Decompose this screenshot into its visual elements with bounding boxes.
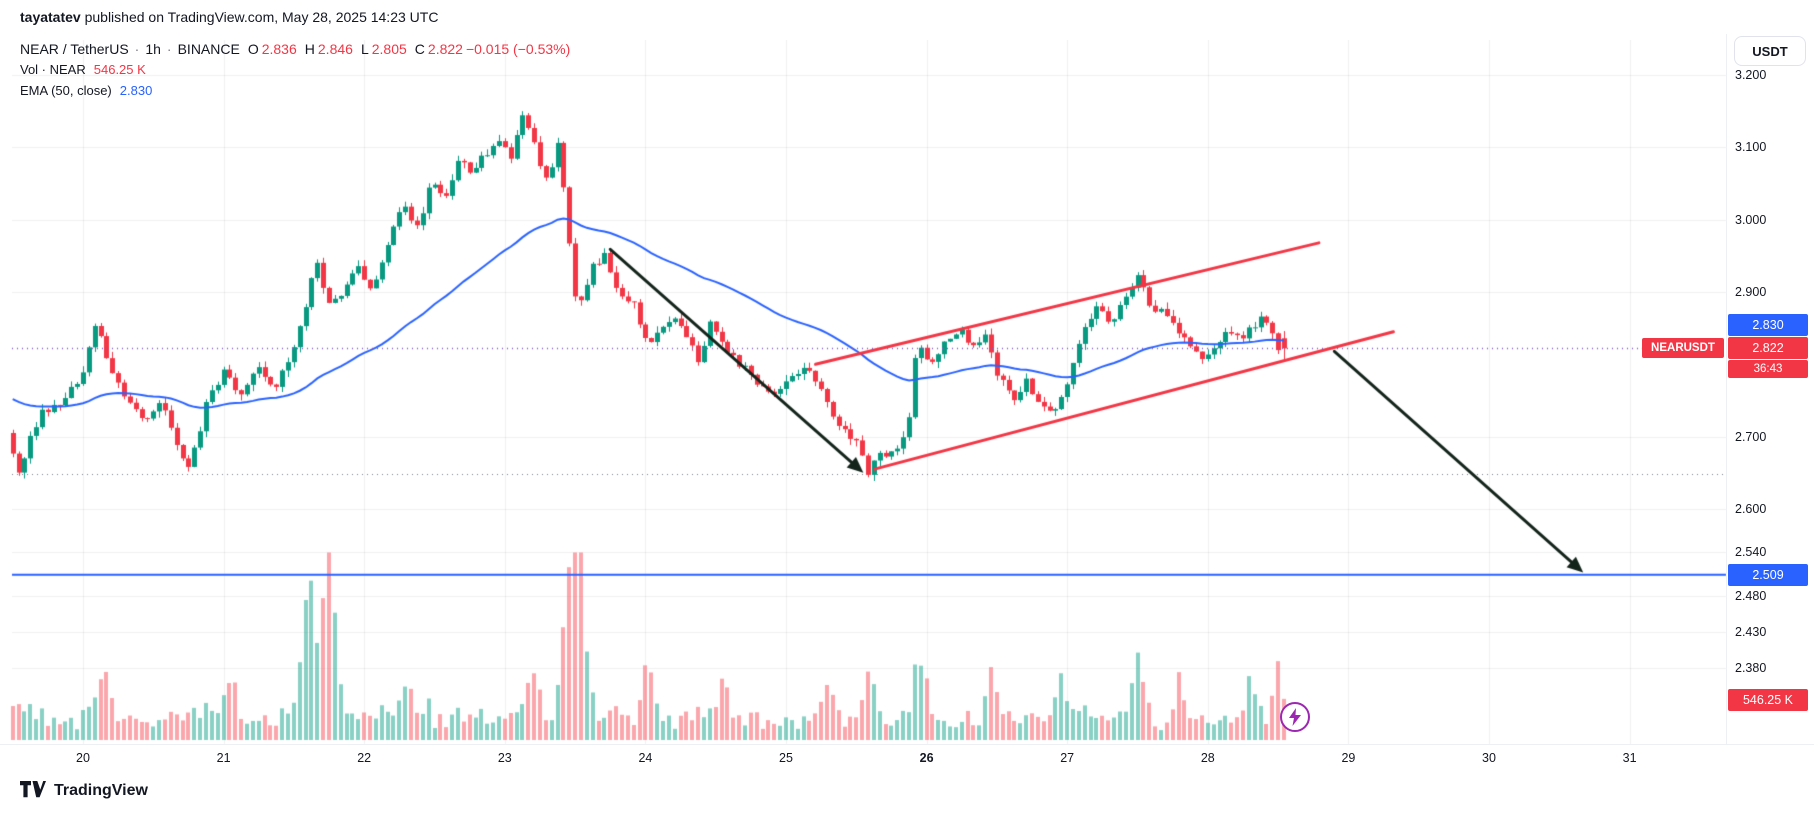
tradingview-brand: TradingView (54, 782, 148, 799)
tradingview-logo-icon (20, 781, 46, 798)
lightning-icon[interactable] (1279, 702, 1310, 732)
price-tick-label: 2.430 (1735, 624, 1767, 639)
price-tick-label: 3.100 (1735, 140, 1767, 155)
price-tick-label: 2.900 (1735, 285, 1767, 299)
open-label: O (247, 40, 259, 57)
ema-row: EMA (50, close) 2.830 (20, 80, 570, 101)
publisher-name: tayatatev (20, 9, 81, 25)
publish-info: tayatatev published on TradingView.com, … (20, 9, 438, 25)
time-tick-label: 30 (1482, 751, 1496, 765)
high-label: H (304, 40, 315, 57)
separator-dot: · (166, 40, 172, 57)
open-value: 2.836 (261, 40, 297, 57)
time-tick-label: 31 (1622, 751, 1637, 765)
low-label: L (360, 40, 369, 57)
low-value: 2.805 (371, 40, 407, 57)
symbol-title[interactable]: NEAR / TetherUS (20, 40, 129, 57)
volume-label[interactable]: Vol · NEAR (20, 62, 86, 77)
time-tick-label: 24 (638, 751, 653, 765)
time-tick-label: 20 (76, 751, 90, 765)
time-tick-label: 27 (1060, 751, 1075, 765)
last-price-badge: 2.822 (1728, 337, 1808, 360)
price-tick-label: 3.000 (1735, 212, 1767, 227)
price-tick-label: 3.200 (1735, 68, 1767, 83)
time-tick-label: 25 (779, 751, 793, 765)
ohlc-values: O 2.836 H 2.846 L 2.805 C 2.822 −0.015 (−0.5… (240, 41, 570, 57)
volume-row: Vol · NEAR 546.25 K (20, 59, 570, 80)
time-tick-label: 23 (497, 751, 512, 765)
price-scale[interactable]: 3.200 3.100 3.000 2.900 2.700 2.600 2.540 2.480… (1726, 0, 1814, 744)
symbol-price-tag: NEARUSDT (1642, 338, 1724, 359)
ema-price-badge: 2.830 (1728, 314, 1808, 337)
currency-button[interactable]: USDT (1734, 36, 1806, 66)
publish-details: published on TradingView.com, May 28, 20… (80, 9, 439, 25)
time-tick-label: 21 (216, 751, 231, 765)
support-price-badge: 2.509 (1728, 563, 1808, 586)
time-scale[interactable]: 20 21 22 23 24 25 26 27 28 29 30 31 (0, 744, 1726, 772)
time-scale-divider (0, 744, 1814, 745)
price-tick-label: 2.480 (1735, 588, 1767, 603)
time-tick-label: 29 (1341, 751, 1356, 765)
ema-value: 2.830 (119, 83, 153, 98)
price-tick-label: 2.700 (1735, 429, 1767, 444)
close-value: 2.822 (427, 40, 463, 57)
countdown-badge: 36:43 (1728, 360, 1808, 379)
tradingview-footer[interactable]: TradingView (20, 780, 148, 802)
interval-label[interactable]: 1h (145, 40, 161, 57)
price-tick-label: 2.600 (1735, 501, 1767, 516)
price-tick-label: 2.540 (1735, 545, 1767, 560)
time-tick-label: 26 (919, 751, 934, 765)
change-value: −0.015 (−0.53%) (465, 40, 571, 57)
time-tick-label: 22 (357, 751, 372, 765)
volume-value: 546.25 K (93, 62, 146, 77)
ema-label[interactable]: EMA (50, close) (20, 83, 112, 98)
volume-badge: 546.25 K (1728, 689, 1808, 711)
price-tick-label: 2.380 (1735, 660, 1767, 675)
separator-dot: · (134, 40, 140, 57)
lightning-bolt-glyph (1288, 708, 1301, 726)
high-value: 2.846 (317, 40, 353, 57)
exchange-label[interactable]: BINANCE (177, 40, 240, 57)
price-scale-divider (1726, 34, 1727, 744)
close-label: C (414, 40, 425, 57)
time-tick-label: 28 (1200, 751, 1215, 765)
